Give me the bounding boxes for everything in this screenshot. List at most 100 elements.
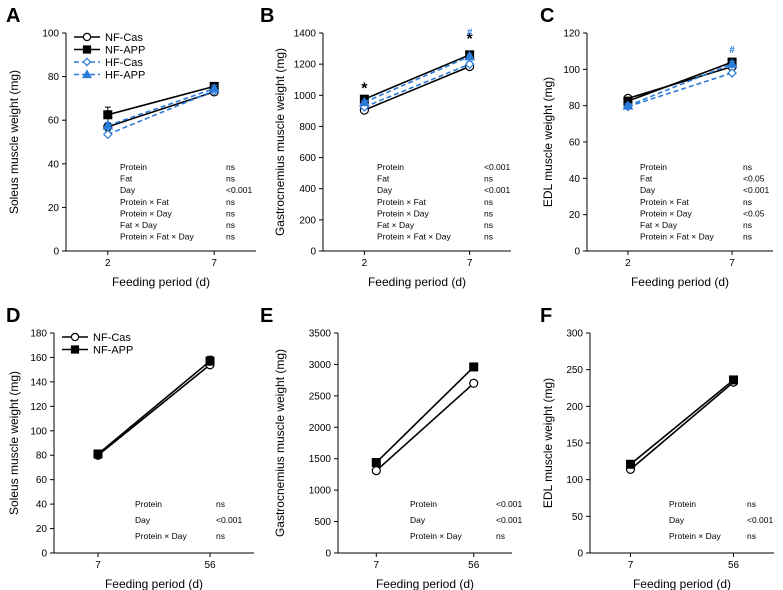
data-point-hf-cas <box>727 68 737 78</box>
stats-p-value: ns <box>226 197 235 207</box>
series-line-nf-cas <box>627 65 733 100</box>
y-tick-label: 150 <box>566 439 583 450</box>
stats-p-value: ns <box>743 197 752 207</box>
legend-marker-nf-cas <box>70 332 80 342</box>
series-line-hf-app <box>627 63 733 107</box>
stats-p-value: <0.001 <box>226 185 253 195</box>
x-tick-label: 2 <box>105 258 111 269</box>
data-point-hf-cas <box>102 129 113 140</box>
legend-marker-hf-app <box>82 69 92 79</box>
y-tick-label: 40 <box>48 159 60 170</box>
hash-annotation: # <box>467 27 473 38</box>
x-tick-label: 56 <box>728 560 740 571</box>
data-point-hf-app <box>359 96 370 107</box>
y-tick-label: 40 <box>569 174 581 185</box>
stats-p-value: ns <box>216 531 225 541</box>
stats-table: Protein ns Day <0.001 Protein × Day ns <box>669 499 774 541</box>
series-line-nf-app <box>107 85 215 116</box>
stats-term: Protein <box>669 499 696 509</box>
stats-p-value: ns <box>226 208 235 218</box>
stats-p-value: <0.05 <box>743 174 765 184</box>
stats-p-value: <0.001 <box>496 499 523 509</box>
series-line-nf-cas <box>107 91 215 128</box>
y-axis-label: Gastrocnemius muscle weight (mg) <box>273 349 287 537</box>
y-tick-label: 120 <box>30 402 47 413</box>
stats-p-value: ns <box>747 499 756 509</box>
y-tick-label: 80 <box>569 101 581 112</box>
y-tick-label: 100 <box>566 475 583 486</box>
y-tick-label: 3000 <box>309 360 332 371</box>
stats-term: Fat <box>120 174 133 184</box>
data-point-hf-cas <box>464 59 475 69</box>
series-line-nf-cas <box>375 382 475 472</box>
stats-term: Protein × Fat × Day <box>120 232 194 242</box>
x-tick-label: 7 <box>211 258 217 269</box>
panel-f: F 0 50 100 150 200 250 300 7 56 EDL muscle weight … <box>540 305 774 590</box>
y-tick-label: 20 <box>36 524 48 535</box>
x-axis-label: Feeding period (d) <box>631 275 729 289</box>
y-tick-label: 800 <box>299 122 316 133</box>
legend-label: NF-APP <box>105 45 145 57</box>
panel-label: E <box>260 305 273 327</box>
legend-marker-hf-cas <box>82 57 92 67</box>
stats-table: Protein <0.001 Day <0.001 Protein × Day ns <box>410 499 523 541</box>
stats-term: Fat <box>640 174 653 184</box>
data-point-nf-app <box>729 375 739 385</box>
panel-label: B <box>260 5 274 27</box>
stats-p-value: <0.001 <box>216 515 243 525</box>
y-tick-label: 100 <box>563 65 580 76</box>
legend-label: HF-Cas <box>105 57 143 69</box>
stats-term: Day <box>410 515 426 525</box>
x-tick-label: 7 <box>95 560 101 571</box>
x-axis-label: Feeding period (d) <box>105 577 203 590</box>
panel-label: A <box>6 5 20 27</box>
series-line-nf-cas <box>629 381 735 471</box>
x-axis-label: Feeding period (d) <box>633 577 731 590</box>
stats-p-value: ns <box>226 232 235 242</box>
x-tick-label: 56 <box>204 560 216 571</box>
series-line-nf-app <box>364 54 470 100</box>
stats-p-value: ns <box>484 208 493 218</box>
stats-term: Protein <box>640 162 667 172</box>
panel-a: A 0 20 40 60 80 100 2 7 Soleus muscle weight (mg)… <box>6 5 256 289</box>
x-tick-label: 7 <box>729 258 735 269</box>
stats-p-value: ns <box>216 499 225 509</box>
stats-term: Protein × Fat × Day <box>640 232 714 242</box>
legend-label: NF-Cas <box>93 332 131 344</box>
stats-p-value: <0.001 <box>496 515 523 525</box>
stats-table: Protein <0.001 Fat ns Day <0.001 Protein × Fat… <box>377 162 511 242</box>
stats-p-value: ns <box>496 531 505 541</box>
y-tick-label: 180 <box>30 329 47 340</box>
x-tick-label: 2 <box>362 258 368 269</box>
data-point-nf-cas <box>371 466 381 476</box>
series-line-hf-cas <box>364 63 470 108</box>
y-tick-label: 0 <box>577 549 583 560</box>
data-point-nf-app <box>625 459 635 469</box>
y-tick-label: 20 <box>48 203 60 214</box>
x-axis-label: Feeding period (d) <box>376 577 474 590</box>
y-tick-label: 50 <box>572 512 584 523</box>
series-line-hf-app <box>364 55 470 104</box>
hash-annotation: # <box>729 45 735 56</box>
data-point-nf-app <box>205 356 215 366</box>
data-point-hf-app <box>726 58 738 68</box>
panel-label: C <box>540 5 554 27</box>
panel-c: C 0 20 40 60 80 100 120 2 7 EDL muscle weight (mg)… <box>540 5 773 289</box>
data-point-hf-app <box>464 50 475 61</box>
y-tick-label: 1500 <box>309 454 332 465</box>
y-tick-label: 0 <box>574 247 580 258</box>
y-tick-label: 1400 <box>294 29 317 40</box>
stats-term: Fat × Day <box>377 220 415 230</box>
y-tick-label: 1000 <box>294 91 317 102</box>
series-line-hf-app <box>107 87 215 127</box>
y-axis-label: EDL muscle weight (mg) <box>541 77 555 207</box>
stats-term: Day <box>669 515 685 525</box>
data-point-nf-app <box>469 362 479 372</box>
y-tick-label: 2000 <box>309 423 332 434</box>
stats-term: Protein × Fat <box>640 197 690 207</box>
data-point-hf-app <box>102 120 114 130</box>
y-tick-label: 600 <box>299 153 316 164</box>
y-tick-label: 40 <box>36 500 48 511</box>
